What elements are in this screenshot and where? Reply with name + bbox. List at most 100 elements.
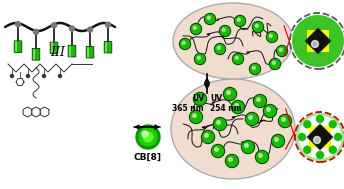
Circle shape — [11, 74, 13, 77]
Circle shape — [233, 53, 244, 64]
Polygon shape — [307, 124, 333, 150]
Circle shape — [246, 112, 258, 125]
Circle shape — [180, 39, 191, 50]
Circle shape — [207, 16, 210, 19]
Circle shape — [232, 101, 245, 114]
Circle shape — [254, 94, 267, 108]
Circle shape — [224, 88, 237, 101]
Polygon shape — [305, 28, 331, 54]
Circle shape — [269, 34, 272, 37]
Ellipse shape — [173, 3, 293, 79]
Circle shape — [215, 43, 226, 54]
Circle shape — [203, 132, 214, 143]
Circle shape — [205, 15, 215, 23]
FancyBboxPatch shape — [86, 46, 94, 58]
Text: III: III — [51, 46, 65, 60]
Circle shape — [26, 74, 30, 77]
Circle shape — [87, 27, 93, 32]
Circle shape — [217, 121, 220, 124]
Circle shape — [334, 133, 342, 140]
Circle shape — [235, 15, 246, 26]
Circle shape — [194, 94, 205, 105]
Circle shape — [227, 91, 230, 94]
Circle shape — [282, 118, 285, 121]
Circle shape — [215, 148, 218, 151]
Circle shape — [256, 150, 269, 163]
Circle shape — [214, 118, 226, 130]
Circle shape — [313, 136, 321, 143]
Circle shape — [295, 112, 344, 162]
Circle shape — [33, 29, 39, 34]
Circle shape — [247, 114, 258, 125]
Circle shape — [226, 154, 238, 167]
FancyBboxPatch shape — [50, 42, 58, 54]
Text: UV
254 nm: UV 254 nm — [210, 94, 241, 113]
Circle shape — [264, 105, 277, 118]
Circle shape — [279, 48, 282, 51]
Circle shape — [316, 115, 323, 122]
Circle shape — [312, 40, 319, 47]
Circle shape — [290, 13, 344, 69]
Circle shape — [235, 56, 238, 59]
Circle shape — [43, 74, 45, 77]
Circle shape — [259, 154, 262, 157]
Circle shape — [329, 146, 336, 153]
Circle shape — [15, 22, 21, 27]
Circle shape — [271, 135, 284, 147]
Circle shape — [229, 158, 232, 161]
Circle shape — [215, 44, 225, 53]
Circle shape — [268, 33, 277, 42]
Circle shape — [272, 61, 275, 64]
Circle shape — [194, 53, 205, 64]
Circle shape — [252, 22, 264, 33]
Circle shape — [58, 74, 62, 77]
Circle shape — [136, 125, 160, 149]
Circle shape — [192, 25, 201, 33]
FancyBboxPatch shape — [32, 49, 40, 60]
Circle shape — [329, 121, 336, 128]
Circle shape — [277, 46, 288, 57]
Circle shape — [275, 138, 278, 141]
Circle shape — [292, 15, 344, 67]
Circle shape — [254, 22, 262, 32]
Circle shape — [226, 156, 237, 167]
Circle shape — [243, 142, 254, 153]
Circle shape — [106, 22, 110, 27]
Circle shape — [279, 115, 291, 128]
Circle shape — [269, 59, 280, 70]
Text: CB[8]: CB[8] — [134, 153, 162, 162]
FancyBboxPatch shape — [104, 41, 112, 53]
Circle shape — [197, 56, 200, 59]
Circle shape — [237, 18, 240, 21]
Circle shape — [257, 152, 268, 163]
Circle shape — [267, 108, 270, 111]
Circle shape — [245, 144, 248, 147]
Circle shape — [249, 64, 260, 74]
Circle shape — [304, 146, 311, 153]
Circle shape — [234, 54, 243, 64]
Circle shape — [225, 88, 236, 99]
Circle shape — [197, 96, 200, 99]
Circle shape — [191, 23, 202, 35]
Circle shape — [193, 92, 206, 105]
Circle shape — [139, 128, 157, 146]
Circle shape — [278, 46, 287, 56]
Circle shape — [222, 28, 225, 31]
Circle shape — [255, 95, 266, 106]
Circle shape — [52, 23, 56, 28]
Circle shape — [205, 134, 208, 137]
Circle shape — [215, 119, 226, 129]
Circle shape — [304, 121, 311, 128]
Circle shape — [212, 145, 225, 157]
FancyBboxPatch shape — [68, 45, 76, 57]
Circle shape — [241, 140, 255, 153]
Circle shape — [235, 104, 238, 107]
Circle shape — [195, 54, 204, 64]
Circle shape — [272, 136, 283, 146]
Circle shape — [279, 115, 290, 126]
Circle shape — [252, 66, 255, 69]
Circle shape — [143, 132, 153, 142]
Circle shape — [236, 16, 245, 26]
FancyBboxPatch shape — [307, 30, 329, 52]
Circle shape — [255, 24, 258, 27]
